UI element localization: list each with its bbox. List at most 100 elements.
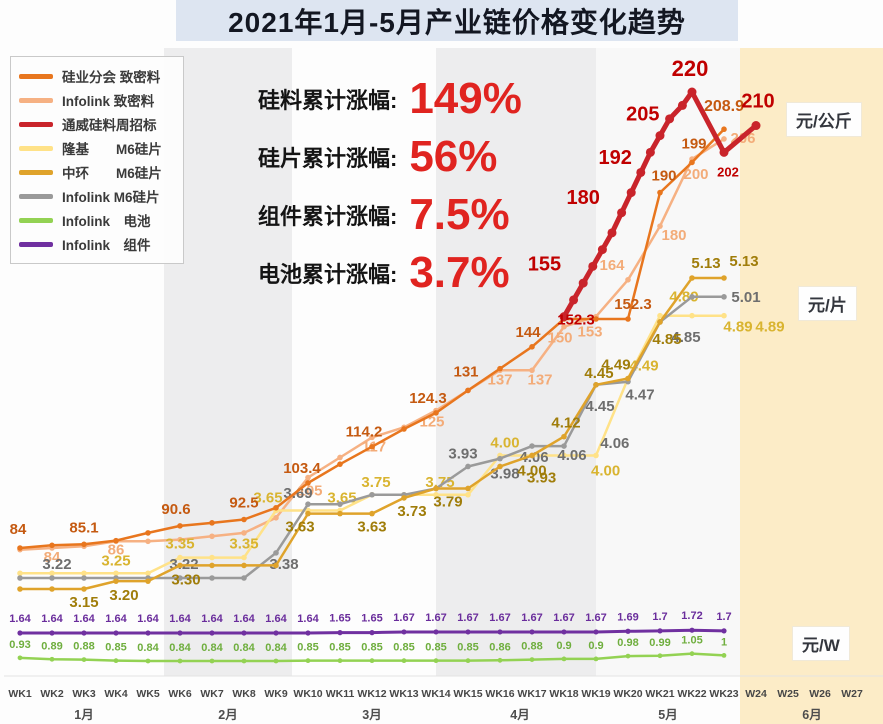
data-point-zhonghuan-m6 bbox=[17, 586, 23, 592]
data-point-tongwei-bid bbox=[665, 114, 675, 124]
x-axis-month-label: 6月 bbox=[802, 708, 821, 722]
data-point-infolink-module bbox=[113, 630, 119, 636]
value-label-infolink-m6: 4.06 bbox=[600, 435, 629, 452]
data-point-zhonghuan-m6 bbox=[113, 578, 119, 584]
data-point-longi-m6 bbox=[113, 570, 119, 577]
data-point-zhonghuan-m6 bbox=[241, 562, 247, 569]
legend-line-swatch bbox=[19, 241, 53, 247]
data-point-infolink-module bbox=[17, 630, 23, 636]
value-label-zhonghuan-m6: 4.85 bbox=[652, 331, 681, 348]
data-point-tongwei-bid bbox=[569, 295, 579, 305]
data-point-zhonghuan-m6 bbox=[369, 510, 375, 517]
data-point-infolink-cell bbox=[657, 653, 663, 659]
data-point-tongwei-bid bbox=[655, 131, 665, 141]
x-axis-week-label: WK4 bbox=[104, 688, 127, 700]
data-point-infolink-module bbox=[241, 630, 247, 636]
value-label-tongwei-bid: 202 bbox=[717, 164, 739, 179]
data-point-zhonghuan-m6 bbox=[689, 275, 695, 281]
data-point-siye-dense bbox=[17, 545, 23, 551]
line-tongwei-bid bbox=[561, 89, 758, 318]
value-label-siye-dense: 124.3 bbox=[409, 390, 447, 407]
value-label-infolink-dense: 86 bbox=[108, 541, 125, 558]
data-point-infolink-dense bbox=[657, 223, 663, 229]
value-label-tongwei-bid: 210 bbox=[741, 91, 774, 113]
value-label-infolink-cell: 1.05 bbox=[681, 635, 702, 647]
data-point-infolink-cell bbox=[241, 658, 247, 664]
data-point-infolink-dense bbox=[209, 533, 215, 540]
data-point-infolink-m6 bbox=[177, 575, 183, 581]
data-point-infolink-cell bbox=[49, 656, 55, 662]
x-axis-week-label: WK15 bbox=[453, 688, 482, 700]
data-point-longi-m6 bbox=[209, 554, 215, 561]
x-axis-month-label: 2月 bbox=[218, 708, 237, 722]
value-label-infolink-module: 1.65 bbox=[329, 613, 350, 625]
value-label-infolink-module: 1.64 bbox=[137, 613, 159, 625]
data-point-longi-m6 bbox=[17, 570, 23, 577]
value-label-infolink-dense: 164 bbox=[599, 257, 625, 274]
data-point-infolink-module bbox=[273, 630, 279, 636]
value-label-zhonghuan-m6: 5.13 bbox=[729, 253, 758, 270]
x-axis-week-label: W26 bbox=[809, 688, 831, 700]
value-label-infolink-cell: 0.88 bbox=[73, 641, 94, 653]
data-point-infolink-cell bbox=[529, 657, 535, 662]
x-axis-week-label: WK10 bbox=[293, 688, 322, 700]
x-axis-week-label: WK8 bbox=[232, 688, 255, 700]
data-point-zhonghuan-m6 bbox=[529, 452, 535, 459]
value-label-infolink-m6: 5.01 bbox=[731, 289, 760, 306]
x-axis-month-label: 1月 bbox=[74, 708, 93, 722]
data-point-infolink-dense bbox=[273, 515, 279, 521]
value-label-longi-m6: 4.89 bbox=[669, 289, 698, 306]
data-point-infolink-module bbox=[433, 629, 439, 635]
value-label-siye-dense: 208.9 bbox=[704, 98, 744, 115]
value-label-siye-dense: 190 bbox=[651, 168, 676, 185]
data-point-tongwei-bid bbox=[677, 100, 687, 110]
value-label-infolink-cell: 0.84 bbox=[137, 642, 159, 654]
data-point-infolink-dense bbox=[529, 367, 535, 374]
legend-label: Infolink M6硅片 bbox=[62, 190, 160, 205]
legend-line-swatch bbox=[19, 121, 53, 127]
value-label-siye-dense: 131 bbox=[453, 363, 478, 380]
data-point-tongwei-bid bbox=[578, 278, 588, 288]
value-label-infolink-cell: 0.86 bbox=[489, 641, 510, 653]
value-label-infolink-module: 1.72 bbox=[681, 610, 702, 622]
data-point-siye-dense bbox=[497, 365, 503, 372]
data-point-infolink-m6 bbox=[465, 463, 471, 470]
value-label-infolink-m6: 4.85 bbox=[671, 329, 700, 346]
legend-line-swatch bbox=[19, 97, 53, 103]
x-axis-week-label: WK21 bbox=[645, 688, 674, 700]
value-label-infolink-dense: 137 bbox=[487, 371, 512, 388]
value-label-infolink-module: 1.67 bbox=[489, 612, 510, 624]
data-point-siye-dense bbox=[401, 426, 407, 432]
data-point-tongwei-bid bbox=[588, 261, 598, 271]
data-point-tongwei-bid bbox=[597, 245, 607, 255]
value-label-infolink-module: 1.7 bbox=[716, 611, 731, 623]
data-point-longi-m6 bbox=[145, 570, 151, 577]
x-axis-week-label: WK19 bbox=[581, 688, 610, 700]
data-point-zhonghuan-m6 bbox=[561, 433, 567, 440]
data-point-siye-dense bbox=[49, 542, 55, 549]
data-point-infolink-module bbox=[689, 627, 695, 633]
value-label-infolink-m6: 3.98 bbox=[490, 466, 519, 483]
x-axis-week-label: W24 bbox=[745, 688, 767, 700]
value-label-tongwei-bid: 220 bbox=[672, 56, 709, 81]
value-label-infolink-module: 1.7 bbox=[652, 611, 667, 623]
value-label-infolink-cell: 0.99 bbox=[649, 637, 670, 649]
value-label-infolink-module: 1.64 bbox=[169, 613, 191, 625]
data-point-tongwei-bid bbox=[751, 121, 761, 131]
data-point-infolink-module bbox=[81, 630, 87, 636]
data-point-infolink-m6 bbox=[81, 575, 87, 581]
data-point-infolink-cell bbox=[721, 653, 727, 658]
data-point-siye-dense bbox=[145, 530, 151, 536]
month-band bbox=[436, 48, 596, 676]
value-label-infolink-m6: 3.93 bbox=[448, 445, 477, 462]
value-label-zhonghuan-m6: 3.63 bbox=[285, 519, 314, 536]
data-point-infolink-m6 bbox=[305, 501, 311, 507]
data-point-infolink-cell bbox=[401, 658, 407, 664]
legend-item: 中环 M6硅片 bbox=[19, 160, 177, 184]
value-label-tongwei-bid: 152.3 bbox=[557, 312, 595, 329]
legend-line-swatch bbox=[19, 145, 53, 151]
x-axis-week-label: WK23 bbox=[709, 688, 738, 700]
data-point-infolink-module bbox=[369, 630, 375, 636]
data-point-siye-dense bbox=[337, 461, 343, 467]
